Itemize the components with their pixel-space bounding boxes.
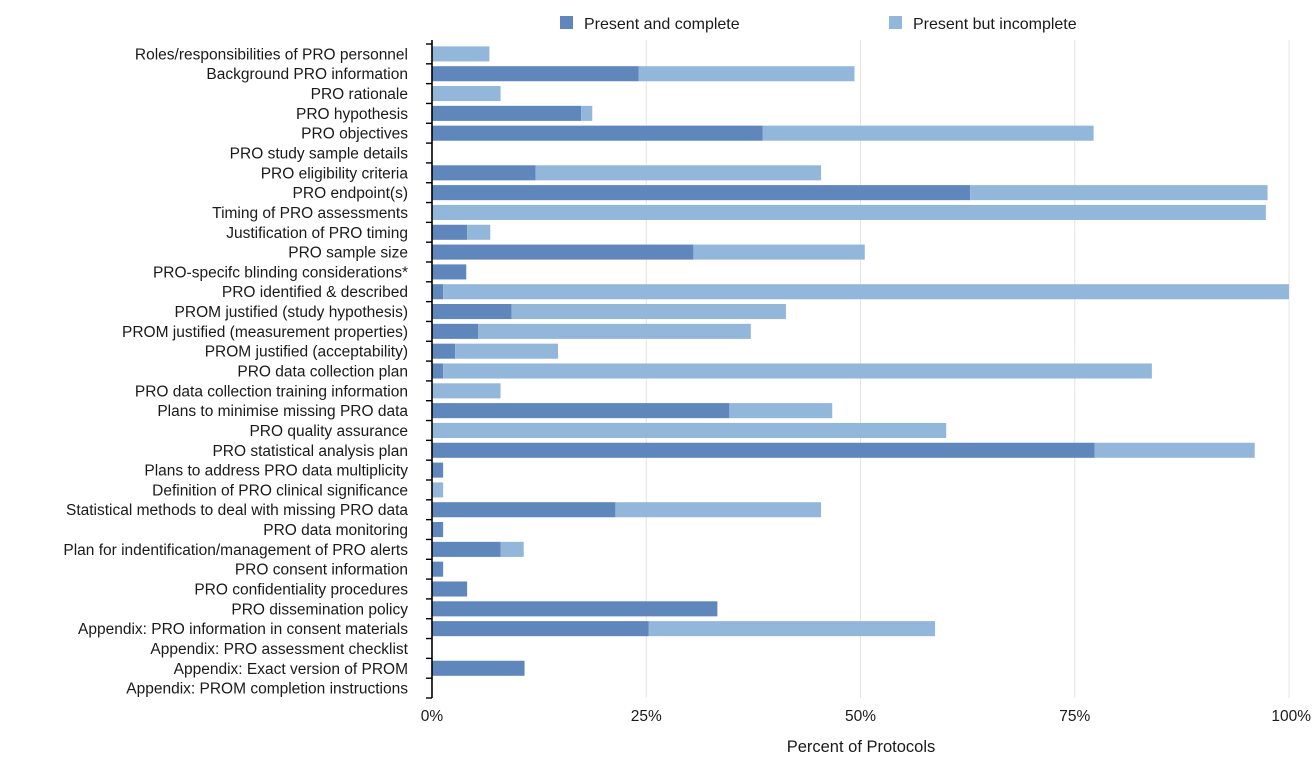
- category-label-pro-rationale: PRO rationale: [311, 86, 408, 103]
- bar-present-and-complete-pro-objectives: [432, 125, 763, 141]
- category-label-pro-data-monitoring: PRO data monitoring: [263, 522, 408, 539]
- bar-present-and-complete-pro-eligibility-criteria: [432, 165, 536, 181]
- bar-present-and-complete-pro-specifc-blinding-considerations: [432, 264, 467, 280]
- bar-present-and-complete-pro-statistical-analysis-plan: [432, 442, 1095, 458]
- x-tick-label-25: 25%: [631, 708, 662, 725]
- bar-present-and-complete-pro-hypothesis: [432, 105, 582, 121]
- category-label-pro-confidentiality-procedures: PRO confidentiality procedures: [194, 582, 408, 599]
- x-tick-labels: 0% 25% 50% 75% 100%: [421, 708, 1311, 725]
- category-label-pro-data-collection-plan: PRO data collection plan: [237, 364, 408, 381]
- bar-present-but-incomplete-pro-identified-described: [443, 284, 1289, 300]
- category-label-pro-statistical-analysis-plan: PRO statistical analysis plan: [212, 443, 408, 460]
- legend-swatch-present-but-incomplete: [889, 16, 902, 29]
- category-label-pro-dissemination-policy: PRO dissemination policy: [231, 601, 408, 618]
- bar-present-and-complete-justification-of-pro-timing: [432, 224, 468, 240]
- category-label-pro-hypothesis: PRO hypothesis: [296, 106, 408, 123]
- bar-present-but-incomplete-timing-of-pro-assessments: [432, 204, 1266, 220]
- legend: Present and complete Present but incompl…: [560, 16, 1077, 33]
- bar-present-and-complete-statistical-methods-to-deal-with-missing-pro-data: [432, 502, 616, 518]
- bar-present-but-incomplete-statistical-methods-to-deal-with-missing-pro-data: [615, 502, 822, 518]
- bar-present-and-complete-appendix-exact-version-of-prom: [432, 660, 525, 676]
- bar-present-but-incomplete-prom-justified-measurement-properties: [478, 323, 751, 339]
- category-label-plan-for-indentification-management-of-pro-alerts: Plan for indentification/management of P…: [63, 542, 408, 559]
- bar-present-and-complete-pro-data-monitoring: [432, 522, 444, 538]
- category-label-pro-specifc-blinding-considerations: PRO-specifc blinding considerations*: [153, 264, 408, 281]
- category-label-prom-justified-measurement-properties: PROM justified (measurement properties): [122, 324, 408, 341]
- bar-present-and-complete-pro-confidentiality-procedures: [432, 581, 468, 597]
- legend-label-present-and-complete: Present and complete: [584, 16, 740, 33]
- bar-present-but-incomplete-pro-data-collection-plan: [443, 363, 1152, 379]
- category-label-pro-data-collection-training-information: PRO data collection training information: [135, 383, 408, 400]
- bar-present-but-incomplete-pro-data-collection-training-information: [432, 383, 501, 399]
- x-tick-label-0: 0%: [421, 708, 444, 725]
- category-label-statistical-methods-to-deal-with-missing-pro-data: Statistical methods to deal with missing…: [66, 502, 408, 519]
- bar-present-and-complete-pro-identified-described: [432, 284, 444, 300]
- x-tick-label-75: 75%: [1059, 708, 1090, 725]
- category-label-appendix-prom-completion-instructions: Appendix: PROM completion instructions: [126, 681, 408, 698]
- bar-present-and-complete-pro-dissemination-policy: [432, 601, 718, 617]
- category-label-pro-sample-size: PRO sample size: [288, 245, 408, 262]
- bar-present-and-complete-plans-to-minimise-missing-pro-data: [432, 403, 730, 419]
- bar-present-but-incomplete-pro-endpoint-s: [970, 185, 1268, 201]
- category-label-pro-consent-information: PRO consent information: [235, 562, 408, 579]
- bar-present-and-complete-prom-justified-acceptability: [432, 343, 456, 359]
- category-label-timing-of-pro-assessments: Timing of PRO assessments: [212, 205, 408, 222]
- bar-present-and-complete-pro-sample-size: [432, 244, 694, 260]
- legend-swatch-present-and-complete: [560, 16, 573, 29]
- category-label-appendix-pro-information-in-consent-materials: Appendix: PRO information in consent mat…: [78, 621, 408, 638]
- category-label-plans-to-address-pro-data-multiplicity: Plans to address PRO data multiplicity: [144, 463, 408, 480]
- category-label-pro-identified-described: PRO identified & described: [222, 284, 408, 301]
- bar-present-and-complete-pro-data-collection-plan: [432, 363, 444, 379]
- category-label-appendix-pro-assessment-checklist: Appendix: PRO assessment checklist: [150, 641, 408, 658]
- bar-present-and-complete-appendix-pro-information-in-consent-materials: [432, 621, 649, 637]
- category-label-definition-of-pro-clinical-significance: Definition of PRO clinical significance: [152, 482, 408, 499]
- category-label-pro-objectives: PRO objectives: [301, 126, 408, 143]
- bar-present-but-incomplete-pro-rationale: [432, 86, 501, 102]
- category-label-pro-endpoint-s: PRO endpoint(s): [293, 185, 408, 202]
- bar-present-but-incomplete-pro-objectives: [762, 125, 1094, 141]
- axes: [426, 40, 433, 699]
- bar-present-but-incomplete-pro-sample-size: [693, 244, 865, 260]
- bar-present-but-incomplete-plans-to-minimise-missing-pro-data: [729, 403, 833, 419]
- bar-present-and-complete-plan-for-indentification-management-of-pro-alerts: [432, 541, 501, 557]
- bar-present-but-incomplete-justification-of-pro-timing: [467, 224, 491, 240]
- legend-label-present-but-incomplete: Present but incomplete: [913, 16, 1077, 33]
- category-label-prom-justified-study-hypothesis: PROM justified (study hypothesis): [175, 304, 408, 321]
- bars: [432, 46, 1289, 676]
- bar-present-and-complete-pro-consent-information: [432, 561, 444, 577]
- bar-present-but-incomplete-pro-statistical-analysis-plan: [1094, 442, 1255, 458]
- category-label-roles-responsibilities-of-pro-personnel: Roles/responsibilities of PRO personnel: [135, 46, 408, 63]
- bar-present-but-incomplete-pro-hypothesis: [581, 105, 593, 121]
- category-label-background-pro-information: Background PRO information: [206, 66, 408, 83]
- bar-present-but-incomplete-pro-quality-assurance: [432, 422, 947, 438]
- bar-present-but-incomplete-background-pro-information: [638, 66, 855, 82]
- x-tick-label-50: 50%: [845, 708, 876, 725]
- bar-present-and-complete-background-pro-information: [432, 66, 639, 82]
- x-axis-title: Percent of Protocols: [787, 738, 936, 756]
- category-label-justification-of-pro-timing: Justification of PRO timing: [226, 225, 408, 242]
- bar-present-but-incomplete-prom-justified-acceptability: [455, 343, 558, 359]
- bar-present-but-incomplete-roles-responsibilities-of-pro-personnel: [432, 46, 490, 62]
- bar-present-but-incomplete-pro-eligibility-criteria: [535, 165, 822, 181]
- x-tick-label-100: 100%: [1271, 708, 1311, 725]
- bar-present-and-complete-prom-justified-study-hypothesis: [432, 304, 512, 320]
- category-label-appendix-exact-version-of-prom: Appendix: Exact version of PROM: [174, 661, 408, 678]
- bar-present-but-incomplete-definition-of-pro-clinical-significance: [432, 482, 444, 498]
- category-label-pro-eligibility-criteria: PRO eligibility criteria: [261, 165, 409, 182]
- category-label-pro-study-sample-details: PRO study sample details: [230, 146, 409, 163]
- bar-present-and-complete-prom-justified-measurement-properties: [432, 323, 479, 339]
- bar-present-but-incomplete-prom-justified-study-hypothesis: [511, 304, 786, 320]
- category-label-prom-justified-acceptability: PROM justified (acceptability): [205, 344, 408, 361]
- bar-present-and-complete-plans-to-address-pro-data-multiplicity: [432, 462, 444, 478]
- bar-present-and-complete-pro-endpoint-s: [432, 185, 971, 201]
- category-label-pro-quality-assurance: PRO quality assurance: [249, 423, 408, 440]
- bar-present-but-incomplete-plan-for-indentification-management-of-pro-alerts: [500, 541, 524, 557]
- bar-present-but-incomplete-appendix-pro-information-in-consent-materials: [648, 621, 936, 637]
- category-label-plans-to-minimise-missing-pro-data: Plans to minimise missing PRO data: [157, 403, 408, 420]
- category-labels: Roles/responsibilities of PRO personnel B…: [63, 46, 408, 697]
